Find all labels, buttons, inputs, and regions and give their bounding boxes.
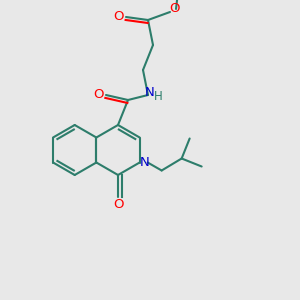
Text: O: O [113,197,123,211]
Text: O: O [114,11,124,23]
Text: N: N [140,156,149,169]
Text: N: N [145,85,155,98]
Text: O: O [169,2,179,16]
Text: O: O [94,88,104,101]
Text: H: H [154,89,162,103]
